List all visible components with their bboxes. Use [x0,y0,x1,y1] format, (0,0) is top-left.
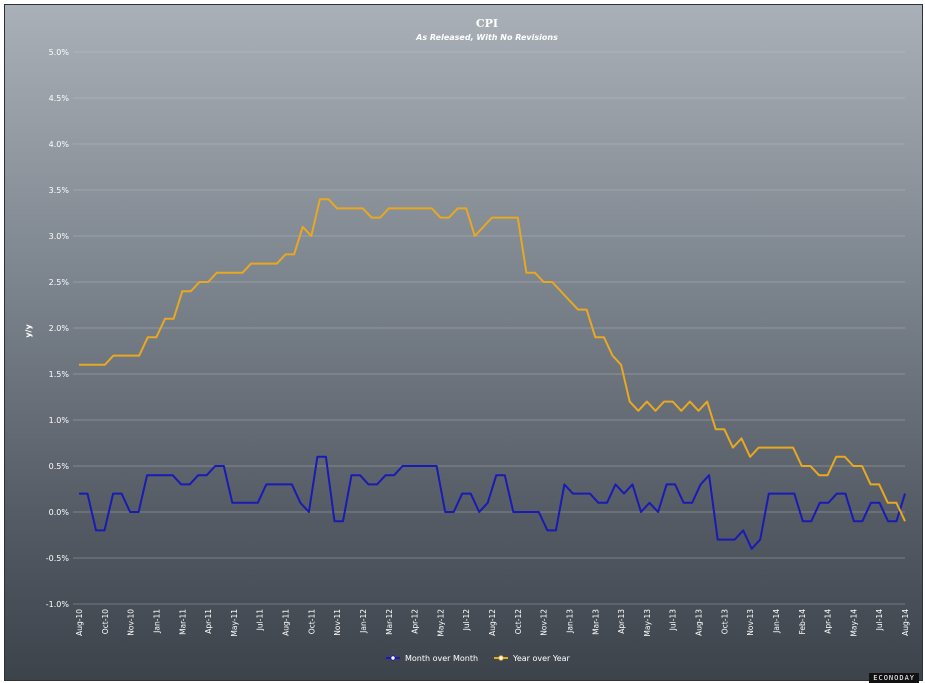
x-tick-label: Nov-11 [333,609,342,636]
chart-area: CPI As Released, With No Revisions -1.0%… [24,17,910,663]
x-tick-label: Jan-14 [772,609,781,634]
y-tick-label: 3.5% [49,186,70,195]
y-axis-ticks: -1.0% -0.5% 0.0% 0.5% 1.0% 1.5% 2.0% 2.5% 3.0% 3.… [46,48,70,609]
x-tick-label: Feb-14 [798,609,807,635]
x-tick-label: Nov-10 [127,609,136,636]
x-tick-label: Apr-14 [824,609,833,634]
x-tick-label: Mar-11 [178,609,187,635]
econoday-logo: ECONODAY [869,673,919,683]
chart-title: CPI [476,17,498,30]
y-tick-label: 5.0% [49,48,70,57]
y-tick-label: 2.5% [49,278,70,287]
x-tick-label: May-13 [643,609,652,637]
x-tick-label: May-14 [849,609,858,637]
y-tick-label: 1.0% [49,416,70,425]
y-tick-label: 1.5% [49,370,70,379]
x-tick-label: Jan-13 [565,609,574,634]
x-tick-label: Aug-12 [488,609,497,636]
legend-item-yoy: Year over Year [494,654,571,663]
series-lines [79,198,906,550]
x-tick-label: Jul-14 [875,609,884,632]
y-tick-label: -0.5% [46,554,70,563]
series-line-year-over-year [79,198,906,522]
x-tick-label: Apr-13 [617,609,626,634]
y-tick-label: 4.5% [49,94,70,103]
x-tick-label: Oct-10 [101,609,110,634]
x-tick-label: Mar-13 [591,609,600,635]
y-tick-label: -1.0% [46,600,70,609]
x-tick-label: Oct-13 [720,609,729,634]
x-tick-label: Mar-12 [385,609,394,635]
x-tick-label: Apr-12 [411,609,420,634]
legend-label-yoy: Year over Year [512,654,571,663]
x-tick-label: Jul-12 [462,609,471,632]
x-tick-label: Aug-11 [282,609,291,636]
chart-frame: CPI As Released, With No Revisions -1.0%… [4,4,923,681]
legend-marker-yoy [498,655,504,661]
y-tick-label: 3.0% [49,232,70,241]
y-tick-label: 4.0% [49,140,70,149]
y-axis-label: y/y [24,324,33,338]
y-tick-label: 0.5% [49,462,70,471]
x-tick-label: Jul-11 [256,609,265,632]
x-tick-label: Aug-10 [75,609,84,636]
x-tick-label: Aug-14 [901,609,910,636]
legend-label-mom: Month over Month [405,654,478,663]
y-tick-label: 0.0% [49,508,70,517]
x-axis-ticks: Aug-10 Oct-10 Nov-10 Jan-11 Mar-11 Apr-11 May-… [75,609,910,637]
x-tick-label: Jan-12 [359,609,368,634]
x-tick-label: Nov-12 [540,609,549,636]
x-tick-label: Jul-13 [669,609,678,632]
x-tick-label: May-12 [436,609,445,637]
legend: Month over Month Year over Year [386,654,571,663]
x-tick-label: Aug-13 [695,609,704,636]
x-tick-label: Apr-11 [204,609,213,634]
x-tick-label: May-11 [230,609,239,637]
legend-item-mom: Month over Month [386,654,478,663]
grid-lines [73,51,905,605]
y-tick-label: 2.0% [49,324,70,333]
x-tick-label: Nov-13 [746,609,755,636]
x-tick-label: Jan-11 [152,609,161,634]
legend-marker-mom [390,655,396,661]
series-line-month-over-month [79,455,906,550]
x-tick-label: Oct-11 [307,609,316,634]
x-tick-label: Oct-12 [514,609,523,634]
chart-subtitle: As Released, With No Revisions [415,33,558,42]
